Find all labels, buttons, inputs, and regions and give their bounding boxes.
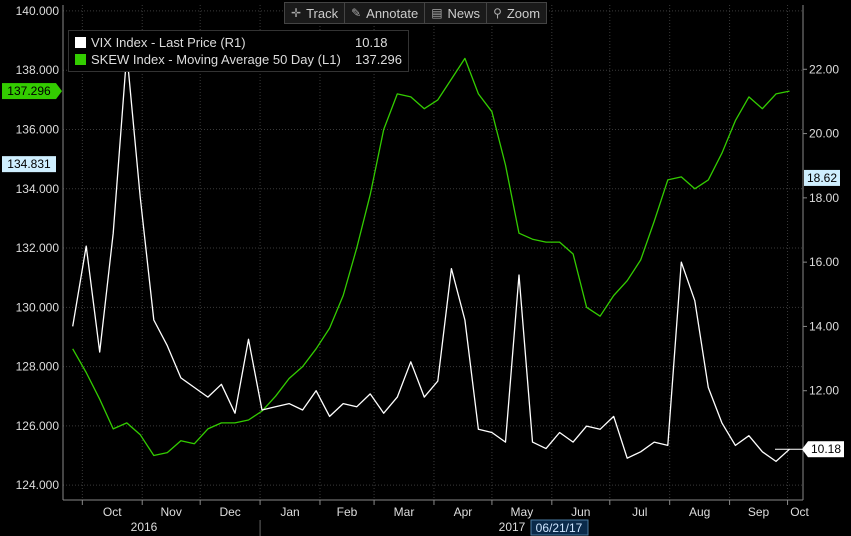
legend-item-skew[interactable]: SKEW Index - Moving Average 50 Day (L1) … [75, 51, 402, 68]
left-crosshair-marker-box [2, 156, 56, 173]
left-current-marker-box [2, 83, 56, 100]
left-tick-label: 132.000 [16, 241, 60, 255]
axes [62, 5, 807, 536]
right-current-marker: 10.18 [811, 442, 841, 456]
right-crosshair-marker: 18.62 [807, 171, 837, 185]
x-tick-label: Aug [689, 505, 710, 519]
vix-legend-label: VIX Index - Last Price (R1) [91, 35, 246, 50]
news-label: News [447, 5, 481, 21]
x-tick-label: Jan [280, 505, 299, 519]
zoom-label: Zoom [506, 5, 541, 21]
right-tick-label: 18.00 [809, 191, 839, 205]
chart-legend: VIX Index - Last Price (R1) 10.18 SKEW I… [68, 30, 409, 72]
right-current-marker-box [808, 441, 844, 458]
left-tick-label: 126.000 [16, 419, 60, 433]
year-label: 2016 [131, 520, 158, 534]
track-label: Track [306, 5, 339, 21]
skew-legend-label: SKEW Index - Moving Average 50 Day (L1) [91, 52, 341, 67]
vix-swatch [75, 37, 86, 48]
pencil-icon: ✎ [351, 6, 362, 20]
crosshair-icon: ✛ [291, 6, 302, 20]
date-box [530, 519, 589, 536]
x-tick-label: May [511, 505, 534, 519]
annotate-button[interactable]: ✎ Annotate [345, 3, 426, 23]
x-tick-label: Oct [790, 505, 809, 519]
left-tick-label: 128.000 [16, 360, 60, 374]
grid-lines [63, 5, 803, 500]
left-current-marker-arrow [56, 83, 62, 100]
news-button[interactable]: ▤ News [425, 3, 488, 23]
right-tick-label: 14.00 [809, 319, 839, 333]
left-tick-label: 134.000 [16, 182, 60, 196]
value-markers: 137.296 134.831 18.62 10.18 [2, 83, 844, 458]
year-label: 2017 [499, 520, 526, 534]
tick-labels: 124.000 126.000 128.000 130.000 132.000 134.0… [16, 4, 839, 536]
left-crosshair-marker: 134.831 [7, 157, 51, 171]
plot-area [63, 5, 803, 500]
right-tick-label: 22.00 [809, 62, 839, 76]
x-tick-label: Nov [161, 505, 182, 519]
legend-item-vix[interactable]: VIX Index - Last Price (R1) 10.18 [75, 34, 402, 51]
right-tick-label: 20.00 [809, 127, 839, 141]
x-tick-label: Jun [571, 505, 590, 519]
right-current-marker-arrow [802, 441, 808, 458]
x-tick-label: Mar [394, 505, 415, 519]
left-tick-label: 124.000 [16, 478, 60, 492]
x-tick-label: Apr [454, 505, 473, 519]
date-label: 06/21/17 [536, 521, 583, 535]
x-tick-label: Jul [632, 505, 647, 519]
track-button[interactable]: ✛ Track [285, 3, 346, 23]
right-tick-label: 16.00 [809, 255, 839, 269]
left-tick-label: 130.000 [16, 300, 60, 314]
skew-swatch [75, 54, 86, 65]
left-tick-label: 136.000 [16, 122, 60, 136]
x-tick-label: Dec [219, 505, 240, 519]
right-tick-label: 12.00 [809, 384, 839, 398]
x-tick-label: Oct [103, 505, 122, 519]
left-tick-label: 140.000 [16, 4, 60, 18]
right-crosshair-marker-box [804, 169, 840, 186]
x-tick-label: Sep [748, 505, 770, 519]
zoom-button[interactable]: ⚲ Zoom [487, 3, 546, 23]
chart-toolbar: ✛ Track ✎ Annotate ▤ News ⚲ Zoom [284, 2, 548, 24]
annotate-label: Annotate [366, 5, 419, 21]
newspaper-icon: ▤ [431, 6, 443, 20]
left-current-marker: 137.296 [7, 84, 51, 98]
x-tick-label: Feb [337, 505, 358, 519]
left-tick-label: 138.000 [16, 63, 60, 77]
series-layer [72, 52, 790, 463]
vix-legend-value: 10.18 [355, 35, 388, 50]
magnifier-icon: ⚲ [493, 6, 502, 20]
vix-series-line [72, 52, 790, 463]
skew-legend-value: 137.296 [355, 52, 402, 67]
skew-series-line [72, 57, 790, 457]
